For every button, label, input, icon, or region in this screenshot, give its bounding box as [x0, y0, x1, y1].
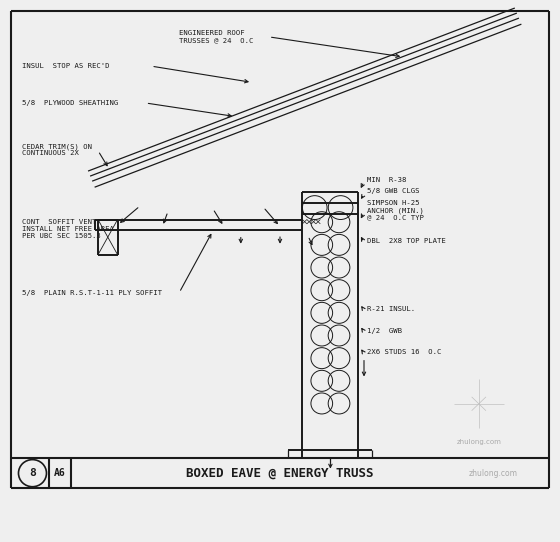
Text: CONT  SOFFIT VENT: CONT SOFFIT VENT: [22, 219, 97, 225]
Text: zhulong.com: zhulong.com: [456, 439, 501, 445]
Text: 5/8  PLAIN R.S.T-1-11 PLY SOFFIT: 5/8 PLAIN R.S.T-1-11 PLY SOFFIT: [22, 289, 162, 296]
Text: R-21 INSUL.: R-21 INSUL.: [367, 306, 415, 312]
Text: DBL  2X8 TOP PLATE: DBL 2X8 TOP PLATE: [367, 238, 446, 244]
Text: 2X6 STUDS 16  O.C: 2X6 STUDS 16 O.C: [367, 349, 441, 356]
Text: 5/8  PLYWOOD SHEATHING: 5/8 PLYWOOD SHEATHING: [22, 100, 119, 106]
Text: A6: A6: [54, 468, 66, 478]
Text: CEDAR TRIM(S) ON: CEDAR TRIM(S) ON: [22, 143, 92, 150]
Text: 8: 8: [29, 468, 36, 478]
Text: INSTALL NET FREE AREA: INSTALL NET FREE AREA: [22, 226, 114, 233]
Text: zhulong.com: zhulong.com: [468, 469, 517, 478]
Text: TRUSSES @ 24  O.C: TRUSSES @ 24 O.C: [179, 37, 254, 43]
Text: @ 24  O.C TYP: @ 24 O.C TYP: [367, 214, 424, 221]
Text: 1/2  GWB: 1/2 GWB: [367, 327, 402, 334]
Text: ENGINEERED ROOF: ENGINEERED ROOF: [179, 29, 245, 36]
Text: BOXED EAVE @ ENERGY TRUSS: BOXED EAVE @ ENERGY TRUSS: [186, 467, 374, 480]
Text: CONTINUOUS 2X: CONTINUOUS 2X: [22, 150, 80, 157]
Text: SIMPSON H-25: SIMPSON H-25: [367, 200, 419, 207]
Text: ANCHOR (MIN.): ANCHOR (MIN.): [367, 207, 424, 214]
Text: INSUL  STOP AS REC'D: INSUL STOP AS REC'D: [22, 63, 110, 69]
Text: 5/8 GWB CLGS: 5/8 GWB CLGS: [367, 188, 419, 194]
Text: MIN  R-38: MIN R-38: [367, 177, 406, 183]
Text: PER UBC SEC 1505.3: PER UBC SEC 1505.3: [22, 233, 101, 240]
